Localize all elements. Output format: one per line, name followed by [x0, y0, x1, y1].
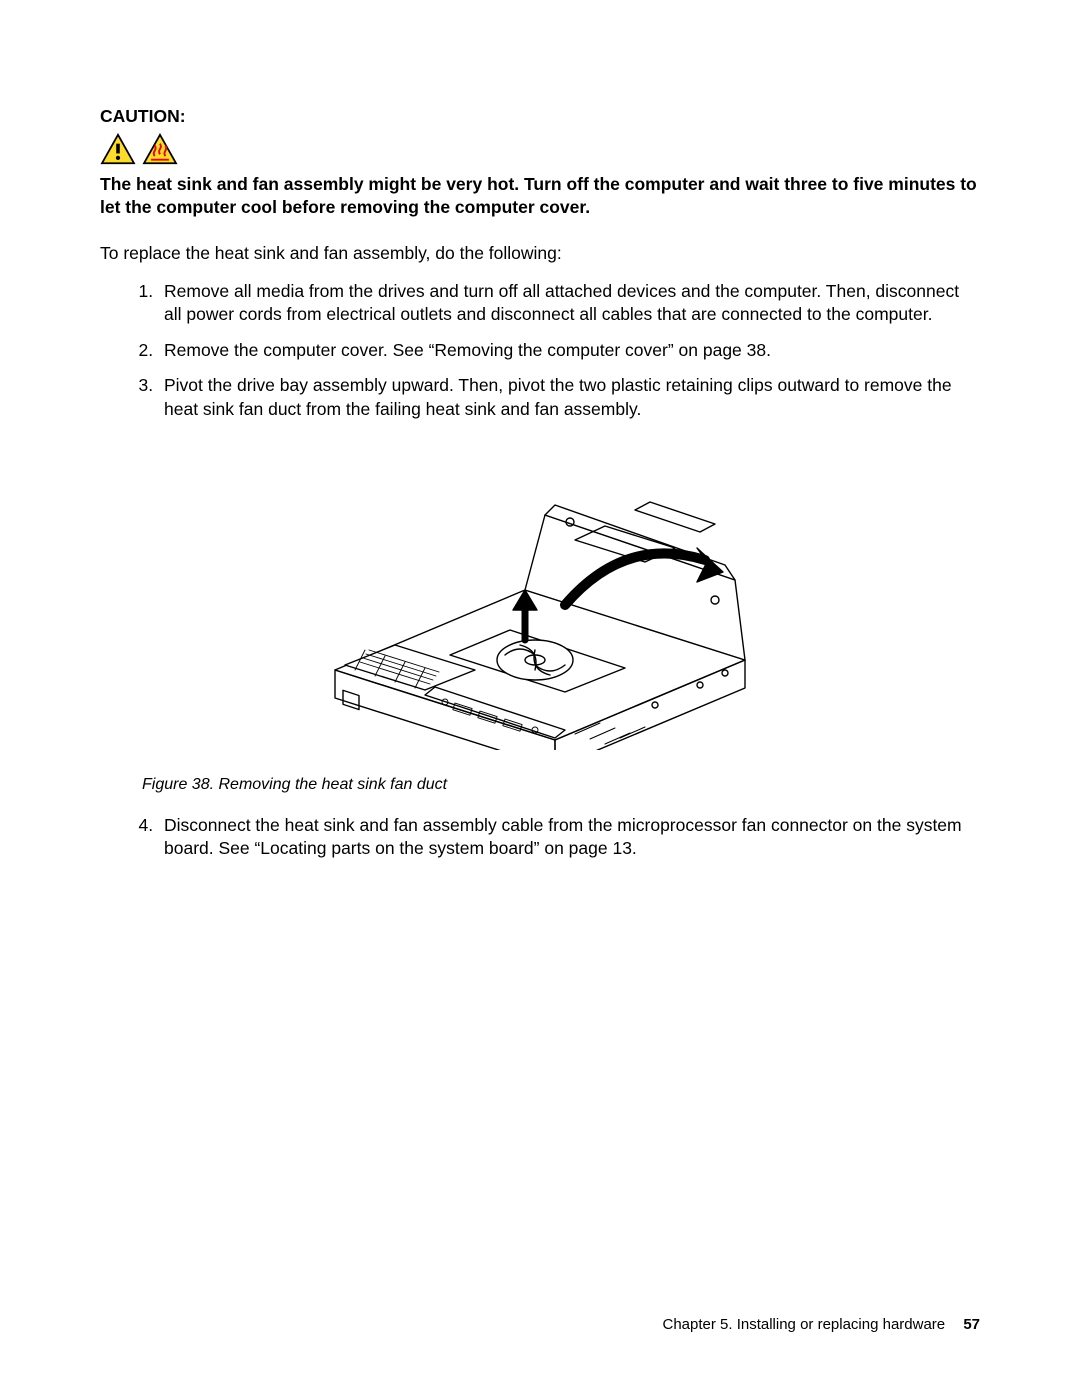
page-body: CAUTION: The heat sink and fan assembly …: [0, 0, 1080, 861]
steps-list-2: Disconnect the heat sink and fan assembl…: [100, 814, 980, 861]
caution-icons: [100, 133, 980, 165]
step-item: Pivot the drive bay assembly upward. The…: [158, 374, 980, 421]
warning-triangle-icon: [100, 133, 136, 165]
figure-38: [100, 450, 980, 757]
steps-list-1: Remove all media from the drives and tur…: [100, 280, 980, 422]
step-item: Disconnect the heat sink and fan assembl…: [158, 814, 980, 861]
figure-illustration: [305, 450, 775, 750]
step-item: Remove the computer cover. See “Removing…: [158, 339, 980, 363]
figure-caption: Figure 38. Removing the heat sink fan du…: [142, 774, 980, 796]
caution-body: The heat sink and fan assembly might be …: [100, 173, 980, 220]
footer-chapter: Chapter 5. Installing or replacing hardw…: [662, 1316, 945, 1333]
step-item: Remove all media from the drives and tur…: [158, 280, 980, 327]
intro-text: To replace the heat sink and fan assembl…: [100, 242, 980, 266]
footer-page-number: 57: [963, 1316, 980, 1333]
page-footer: Chapter 5. Installing or replacing hardw…: [662, 1315, 980, 1335]
caution-heading: CAUTION:: [100, 105, 980, 129]
hot-surface-icon: [142, 133, 178, 165]
